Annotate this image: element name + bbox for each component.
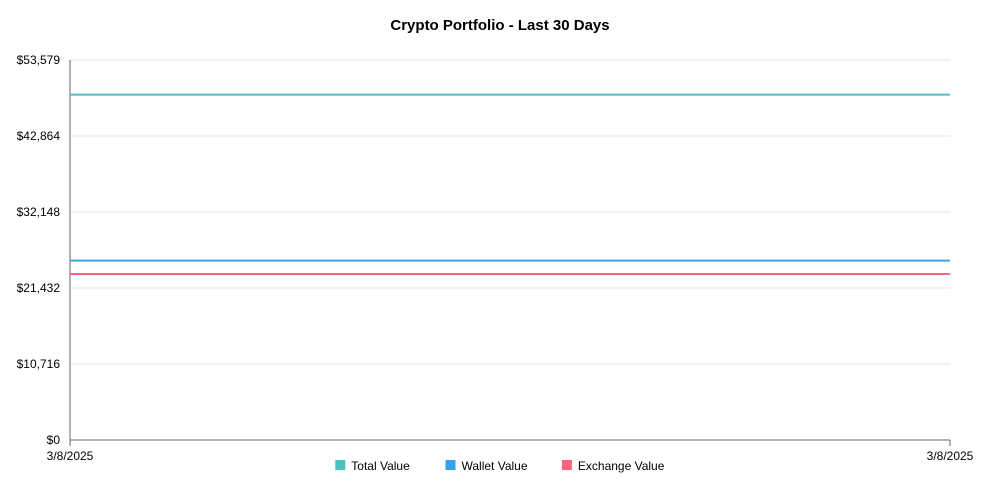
y-tick-label: $53,579 xyxy=(17,53,61,67)
legend-item-total-value[interactable]: Total Value xyxy=(335,459,410,473)
legend-swatch xyxy=(335,460,346,470)
legend-label: Total Value xyxy=(351,459,410,473)
grid-lines xyxy=(70,59,950,365)
legend[interactable]: Total Value Wallet Value Exchange Value xyxy=(335,459,665,473)
y-tick-label: $42,864 xyxy=(17,129,61,143)
legend-swatch xyxy=(561,460,572,470)
legend-swatch xyxy=(445,460,456,470)
axes xyxy=(69,60,951,446)
y-tick-label: $32,148 xyxy=(17,205,61,219)
y-tick-label: $0 xyxy=(47,433,61,447)
x-tick-label: 3/8/2025 xyxy=(47,449,94,463)
y-tick-label: $10,716 xyxy=(17,357,61,371)
x-tick-labels: 3/8/2025 3/8/2025 xyxy=(47,449,974,463)
legend-label: Exchange Value xyxy=(578,459,665,473)
legend-label: Wallet Value xyxy=(462,459,528,473)
y-tick-label: $21,432 xyxy=(17,281,61,295)
x-tick-label: 3/8/2025 xyxy=(927,449,974,463)
series-lines xyxy=(70,93,950,276)
y-tick-labels: $0 $10,716 $21,432 $32,148 $42,864 $53,579 xyxy=(17,53,61,447)
chart-title: Crypto Portfolio - Last 30 Days xyxy=(390,17,609,34)
legend-item-wallet-value[interactable]: Wallet Value xyxy=(445,459,528,473)
legend-item-exchange-value[interactable]: Exchange Value xyxy=(561,459,665,473)
